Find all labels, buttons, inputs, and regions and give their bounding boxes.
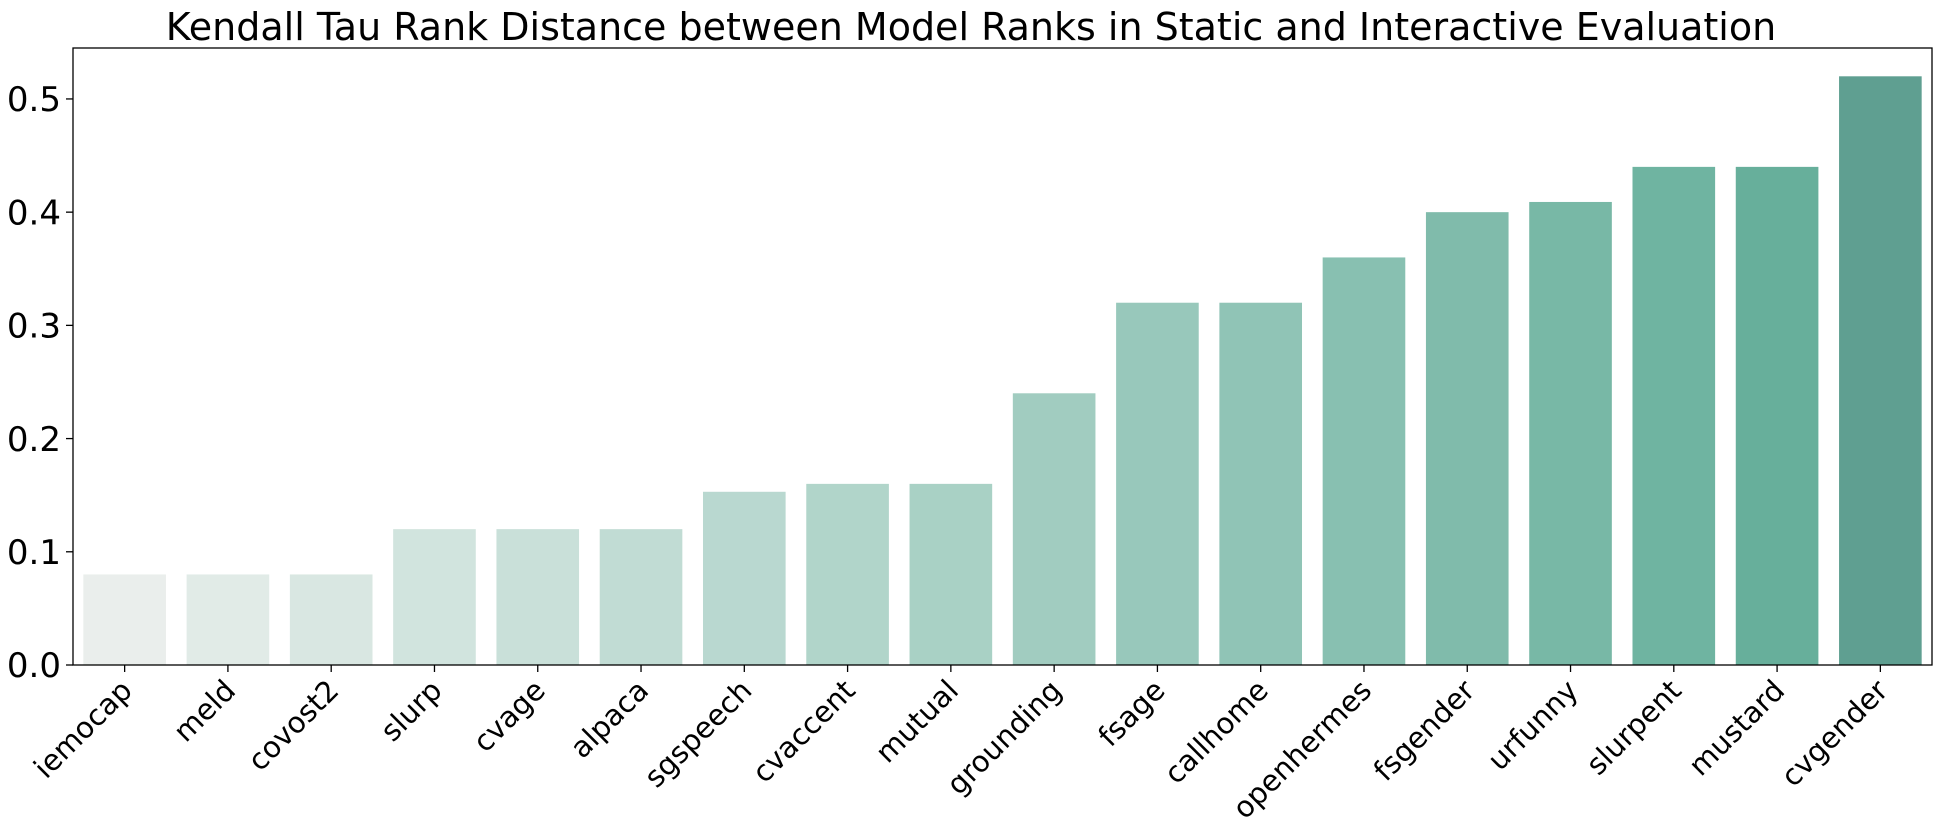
bar-sgspeech bbox=[702, 491, 786, 665]
y-tick-label: 0.1 bbox=[7, 533, 61, 573]
bar-covost2 bbox=[289, 574, 373, 665]
x-tick-label: cvaccent bbox=[745, 673, 861, 789]
bar-urfunny bbox=[1529, 201, 1612, 665]
y-tick-label: 0.3 bbox=[7, 307, 61, 347]
x-tick-label: slurpent bbox=[1579, 673, 1688, 782]
bar-mutual bbox=[909, 483, 993, 665]
bar-alpaca bbox=[599, 529, 683, 665]
bar-meld bbox=[186, 574, 270, 665]
x-tick-label: mutual bbox=[869, 673, 965, 769]
x-tick-label: alpaca bbox=[563, 673, 655, 765]
bar-openhermes bbox=[1322, 257, 1406, 665]
y-axis: 0.0 0.1 0.2 0.3 0.4 0.5 bbox=[7, 80, 73, 686]
x-tick-label: fsage bbox=[1091, 673, 1171, 753]
x-tick-label: urfunny bbox=[1481, 673, 1585, 777]
bar-slurp bbox=[393, 529, 476, 665]
bar-mustard bbox=[1735, 166, 1819, 665]
bar-callhome bbox=[1219, 302, 1303, 665]
bar-iemocap bbox=[83, 574, 166, 665]
bars-group bbox=[83, 76, 1922, 666]
bar-cvage bbox=[496, 529, 580, 665]
bar-grounding bbox=[1012, 393, 1096, 665]
bar-fsgender bbox=[1425, 212, 1509, 666]
y-tick-label: 0.2 bbox=[7, 420, 61, 460]
x-tick-label: iemocap bbox=[27, 673, 139, 785]
bar-fsage bbox=[1116, 302, 1199, 665]
plot-frame bbox=[72, 47, 1933, 666]
x-tick-label: covost2 bbox=[241, 673, 345, 777]
y-tick-label: 0.5 bbox=[7, 80, 61, 120]
y-tick-label: 0.4 bbox=[7, 193, 61, 233]
x-tick-label: cvgender bbox=[1774, 673, 1894, 793]
x-tick-label: sgspeech bbox=[637, 673, 758, 794]
x-tick-label: mustard bbox=[1682, 673, 1791, 782]
bar-cvaccent bbox=[806, 483, 889, 665]
y-tick-label: 0.0 bbox=[7, 646, 61, 686]
bar-slurpent bbox=[1632, 166, 1716, 665]
x-tick-label: slurp bbox=[374, 673, 449, 748]
x-tick-label: cvage bbox=[466, 673, 552, 759]
x-tick-label: fsgender bbox=[1367, 673, 1482, 788]
chart-title: Kendall Tau Rank Distance between Model … bbox=[166, 5, 1776, 49]
x-tick-label: meld bbox=[167, 673, 242, 748]
bar-cvgender bbox=[1839, 76, 1922, 666]
